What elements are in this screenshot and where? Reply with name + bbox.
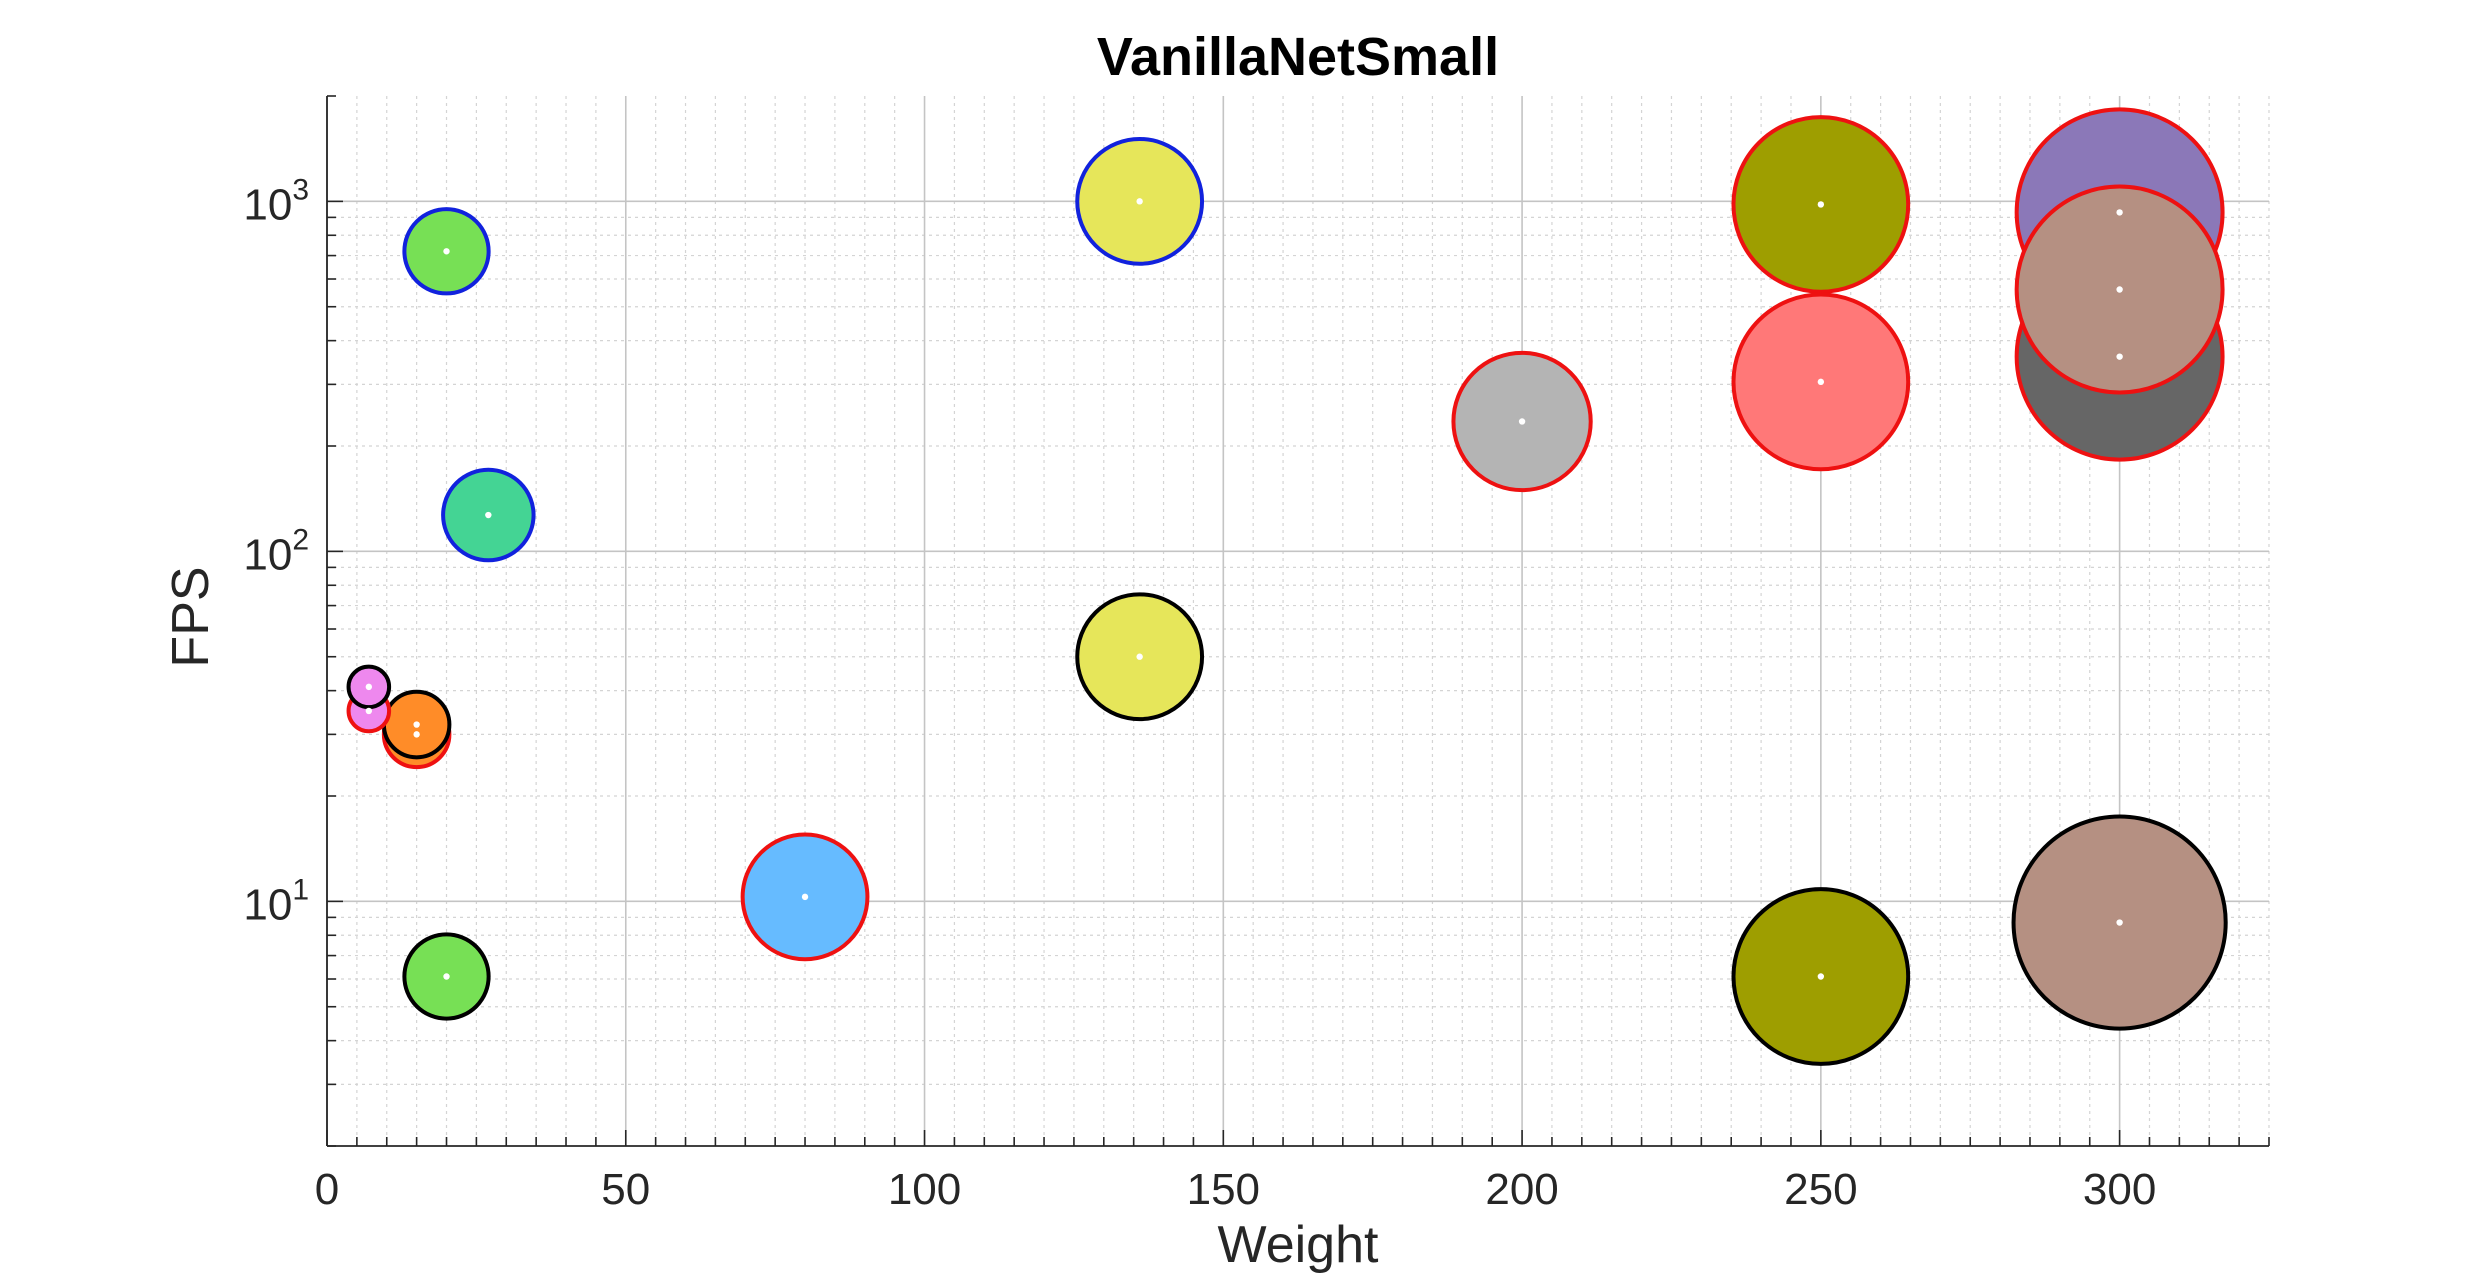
data-point-center <box>365 683 373 691</box>
data-point-center <box>801 893 809 901</box>
x-tick-label: 250 <box>1784 1165 1857 1214</box>
plot-area <box>327 96 2269 1146</box>
grid <box>326 96 2270 1146</box>
x-tick-label: 200 <box>1485 1165 1558 1214</box>
x-tick-label: 100 <box>888 1165 961 1214</box>
data-point-center <box>1817 973 1825 980</box>
axes: 0 50 100 150 200 250 300 101 102 103 <box>243 95 2270 1214</box>
data-point-center <box>485 511 492 519</box>
data-point-center <box>1518 418 1526 425</box>
x-tick-label: 300 <box>2083 1165 2156 1214</box>
data-point-center <box>1136 653 1143 660</box>
data-point-center <box>1817 378 1825 386</box>
data-point-center <box>2116 286 2123 293</box>
data-point-center <box>443 248 450 255</box>
y-tick-label: 103 <box>243 173 309 229</box>
data-point-center <box>413 731 420 738</box>
x-axis-label: Weight <box>1218 1216 1379 1274</box>
data-points <box>346 107 2228 1066</box>
data-point-center <box>365 707 373 715</box>
x-tick-label: 50 <box>601 1165 650 1214</box>
y-tick-label: 101 <box>243 873 309 929</box>
data-point-center <box>443 973 450 980</box>
data-point-center <box>1136 198 1143 205</box>
chart-title: VanillaNetSmall <box>1097 27 1499 87</box>
x-tick-label: 0 <box>315 1165 339 1214</box>
data-point-center <box>1817 201 1825 208</box>
y-axis-label: FPS <box>162 566 220 667</box>
data-point-center <box>2116 209 2123 216</box>
data-point-center <box>2116 353 2123 360</box>
y-tick-label: 102 <box>243 523 309 579</box>
x-tick-label: 150 <box>1187 1165 1260 1214</box>
data-point-center <box>2116 919 2123 926</box>
data-point-center <box>413 721 420 728</box>
